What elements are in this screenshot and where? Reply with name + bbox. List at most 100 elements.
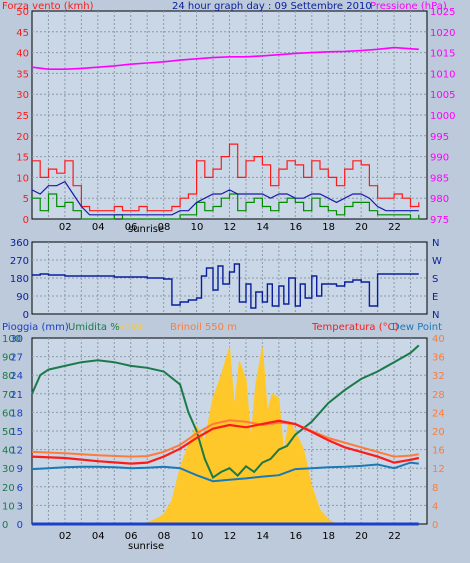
brinoil-line	[31, 419, 419, 458]
x-tick-label: 04	[92, 222, 105, 233]
temperature-series	[31, 344, 420, 526]
y-tick-label: 1025	[430, 7, 455, 18]
solar-area	[32, 347, 419, 525]
legend-item: Dew Point	[392, 322, 442, 333]
y-tick-label: 30	[16, 90, 29, 101]
y-tick-label: 18	[10, 408, 23, 419]
y-tick-label: 5	[23, 194, 29, 205]
sunrise-label: sunrise	[128, 224, 164, 235]
y-tick-label: 1010	[430, 69, 455, 80]
y-tick-label: 90	[2, 353, 15, 364]
temperature-x-ticks: 02 04 06 08 10 12 14 16 18 20 22	[59, 531, 401, 542]
y-tick-label: 0	[23, 310, 29, 321]
y-tick-label: 0	[17, 520, 23, 531]
y-tick-label: 24	[432, 408, 445, 419]
x-tick-label: 08	[158, 222, 171, 233]
y-tick-label: 8	[432, 483, 438, 494]
wind-x-ticks: 02 04 06 08 10 12 14 16 18 20 22	[59, 222, 401, 233]
y-tick-label: 100	[2, 334, 21, 345]
y-tick-label: 10	[16, 173, 29, 184]
y-tick-label: 32	[432, 371, 445, 382]
wind-grid	[32, 11, 427, 219]
y-tick-label: 60	[2, 408, 15, 419]
y-tick-label: 975	[430, 215, 449, 226]
y-tick-label: 25	[16, 111, 29, 122]
y-tick-label: 50	[16, 7, 29, 18]
dewpoint-line	[31, 461, 419, 483]
y-tick-label: 9	[17, 464, 23, 475]
y-tick-label: W	[432, 256, 442, 267]
wind-axis-label: Forza vento (kmh)	[2, 1, 94, 12]
y-tick-label: 3	[17, 501, 23, 512]
y-tick-label: 1015	[430, 49, 455, 60]
y-tick-label: 21	[10, 390, 23, 401]
y-tick-label: 45	[16, 28, 29, 39]
y-tick-label: 35	[16, 69, 29, 80]
x-tick-label: 20	[355, 222, 368, 233]
x-tick-label: 16	[289, 222, 302, 233]
pressure-axis-label: Pressione (hPa)	[370, 1, 447, 12]
y-tick-label: S	[432, 274, 438, 285]
series-line	[32, 263, 419, 309]
y-tick-label: N	[432, 238, 439, 249]
humidity-line	[31, 344, 420, 479]
y-tick-label: 36	[432, 353, 445, 364]
y-tick-label: 15	[10, 427, 23, 438]
y-tick-label: 40	[432, 334, 445, 345]
x-tick-label: 08	[158, 531, 171, 542]
x-tick-label: 18	[322, 531, 335, 542]
y-tick-label: 360	[10, 238, 29, 249]
x-tick-label: 12	[224, 222, 237, 233]
series-line	[31, 46, 419, 70]
x-tick-label: 06	[125, 222, 138, 233]
pressure-y-ticks: 975 980 985 990 995 1000 1005 1010 1015 1020 1025	[430, 7, 455, 226]
y-tick-label: 0	[432, 520, 438, 531]
rain-y-ticks: 0 3 6 9 12 15 18 21 24 27 30	[10, 334, 23, 531]
x-tick-label: 02	[59, 531, 72, 542]
temperature-y-ticks: 0 4 8 12 16 20 24 28 32 36 40	[432, 334, 445, 531]
y-tick-label: 20	[432, 427, 445, 438]
x-tick-label: 02	[59, 222, 72, 233]
direction-series	[32, 263, 419, 309]
y-tick-label: 1020	[430, 28, 455, 39]
y-tick-label: 80	[2, 371, 15, 382]
sunrise-label-bottom: sunrise	[128, 541, 164, 552]
x-tick-label: 10	[191, 531, 204, 542]
x-tick-label: 14	[256, 222, 269, 233]
x-tick-label: 22	[388, 531, 401, 542]
legend-item: Pioggia (mm)	[2, 322, 69, 333]
y-tick-label: 12	[10, 446, 23, 457]
y-tick-label: 0	[23, 215, 29, 226]
series-line	[31, 180, 419, 216]
temperature-legend: Pioggia (mm) Umidita %Solar Brinoil 550 m T…	[2, 322, 442, 333]
x-tick-label: 12	[224, 531, 237, 542]
y-tick-label: 40	[16, 49, 29, 60]
y-tick-label: 20	[2, 483, 15, 494]
y-tick-label: 12	[432, 464, 445, 475]
x-tick-label: 16	[289, 531, 302, 542]
x-tick-label: 22	[388, 222, 401, 233]
y-tick-label: 270	[10, 256, 29, 267]
temperature-line	[31, 419, 420, 465]
y-tick-label: 16	[432, 446, 445, 457]
x-tick-label: 20	[355, 531, 368, 542]
y-tick-label: 15	[16, 153, 29, 164]
y-tick-label: 24	[10, 371, 23, 382]
y-tick-label: 990	[430, 153, 449, 164]
x-tick-label: 06	[125, 531, 138, 542]
y-tick-label: 30	[10, 334, 23, 345]
x-tick-label: 10	[191, 222, 204, 233]
y-tick-label: 50	[2, 427, 15, 438]
y-tick-label: 30	[2, 464, 15, 475]
y-tick-label: 6	[17, 483, 23, 494]
legend-item: Umidita %	[68, 322, 120, 333]
y-tick-label: 180	[10, 274, 29, 285]
x-tick-label: 04	[92, 531, 105, 542]
y-tick-label: 27	[10, 353, 23, 364]
y-tick-label: 20	[16, 132, 29, 143]
